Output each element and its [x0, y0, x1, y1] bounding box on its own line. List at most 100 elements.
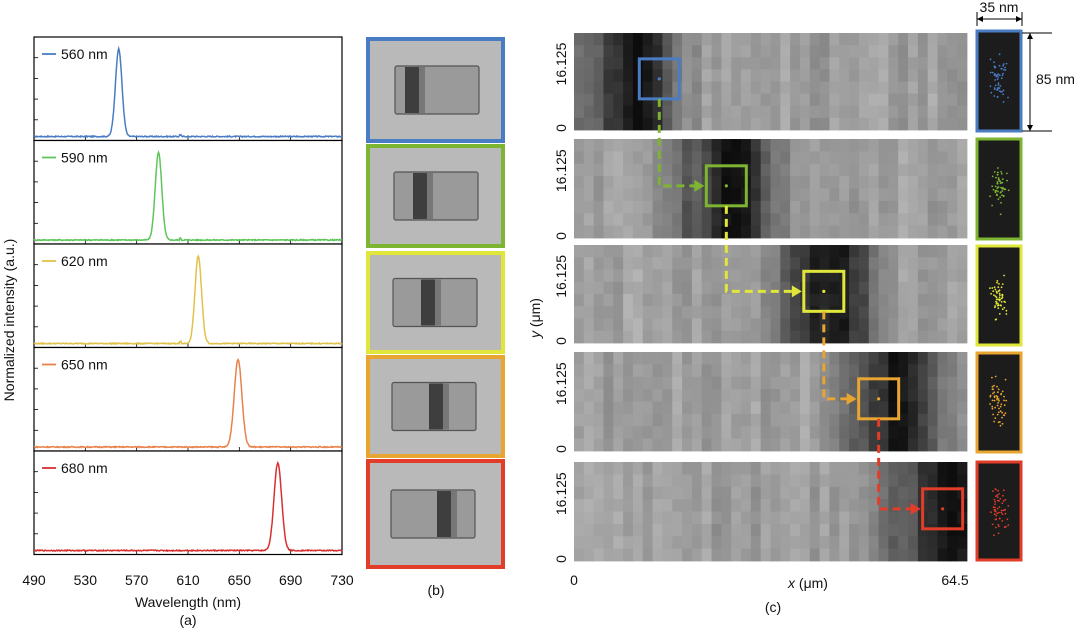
heatmap-cell	[574, 269, 585, 283]
heatmap-cell	[583, 499, 595, 512]
heatmap-cell	[947, 486, 958, 500]
heatmap-cell	[849, 294, 860, 307]
heatmap-cell	[888, 281, 899, 295]
heatmap-cell	[760, 225, 771, 239]
heatmap-cell	[662, 188, 673, 202]
inset-point	[991, 71, 994, 74]
heatmap-cell	[662, 389, 673, 402]
heatmap-cell	[701, 257, 712, 270]
heatmap-cell	[574, 536, 585, 550]
heatmap-cell	[583, 188, 595, 202]
inset-point	[1003, 399, 1005, 402]
micrograph-tile-0	[366, 37, 505, 143]
heatmap-cell	[701, 69, 712, 82]
inset-point	[997, 391, 999, 394]
heatmap-cell	[632, 536, 644, 550]
heatmap-cell	[574, 188, 585, 202]
heatmap-cell	[682, 257, 693, 270]
subplot-frame	[33, 450, 343, 556]
inset-frame	[975, 460, 1023, 562]
heatmap-cell	[632, 117, 644, 131]
heatmap-cell	[790, 523, 801, 537]
heatmap-cell	[957, 117, 968, 131]
heatmap-cell	[868, 401, 879, 415]
heatmap-cell	[613, 281, 624, 295]
heatmap-cell	[711, 93, 722, 107]
heatmap-cell	[799, 438, 811, 452]
heatmap-cell	[613, 306, 624, 319]
heatmap-cell	[957, 163, 968, 177]
heatmap-cell	[809, 281, 821, 295]
heatmap-cell	[780, 376, 791, 390]
heatmap-cell	[701, 511, 712, 525]
inset-point	[994, 406, 996, 409]
heatmap-cell	[839, 163, 850, 177]
heatmap-cell	[917, 151, 929, 165]
heatmap-cell	[741, 33, 752, 46]
inset-point	[995, 395, 998, 397]
heatmap-cell	[957, 269, 968, 283]
heatmap-cell	[603, 523, 614, 537]
inset-point	[992, 388, 994, 391]
heatmap-cell	[868, 389, 879, 402]
heatmap-cell	[623, 69, 634, 82]
heatmap-cell	[613, 401, 624, 415]
inset-point	[997, 73, 1000, 75]
heatmap-cell	[731, 69, 742, 82]
inset-point	[996, 78, 999, 81]
heatmap-cell	[691, 486, 703, 500]
heatmap-cell	[819, 81, 830, 95]
heatmap-cell	[574, 511, 585, 525]
heatmap-cell	[790, 57, 801, 70]
heatmap-cell	[691, 536, 703, 550]
heatmap-cell	[780, 486, 791, 500]
heatmap-cell	[927, 257, 938, 270]
heatmap-cell	[574, 330, 585, 344]
heatmap-cell	[701, 318, 712, 332]
heatmap-cell	[780, 33, 791, 46]
heatmap-cell	[642, 462, 653, 475]
inset-point	[998, 399, 1000, 402]
heatmap-cell	[770, 330, 781, 344]
inset-point	[994, 84, 997, 87]
heatmap-cell	[691, 257, 703, 270]
heatmap-cell	[583, 486, 595, 500]
inset-point	[996, 404, 999, 407]
heatmap-cell	[750, 269, 762, 283]
heatmap-cell	[711, 57, 722, 70]
heatmap-cell	[799, 139, 811, 152]
heatmap-cell	[809, 523, 821, 537]
heatmap-cell	[632, 548, 644, 562]
c-y-tick-0: 0	[553, 124, 569, 132]
heatmap-cell	[721, 93, 732, 107]
heatmap-cell	[878, 306, 889, 319]
inset-point	[993, 498, 996, 501]
heatmap-cell	[642, 117, 653, 131]
heatmap-cell	[691, 306, 703, 319]
heatmap-cell	[868, 176, 879, 189]
heatmap-cell	[908, 536, 919, 550]
heatmap-cell	[691, 281, 703, 295]
heatmap-cell	[809, 81, 821, 95]
heatmap-cell	[574, 117, 585, 131]
heatmap-cell	[839, 318, 850, 332]
heatmap-cell	[672, 281, 683, 295]
heatmap-cell	[780, 105, 791, 119]
arrow-head-4	[910, 502, 921, 515]
inset-point	[1001, 520, 1004, 522]
heatmap-cell	[819, 413, 830, 427]
inset-point	[997, 532, 1000, 535]
heatmap-cell	[780, 389, 791, 402]
heatmap-cell	[898, 151, 909, 165]
heatmap-cell	[652, 117, 663, 131]
heatmap-cell	[908, 33, 919, 46]
heatmap-cell	[574, 306, 585, 319]
heatmap-cell	[819, 257, 830, 270]
heatmap-cell	[898, 81, 909, 95]
heatmap-cell	[799, 474, 811, 488]
panel-a-label: (a)	[179, 612, 196, 628]
heatmap-cell	[957, 294, 968, 307]
heatmap-cell	[927, 81, 938, 95]
heatmap-cell	[613, 117, 624, 131]
heatmap-cell	[613, 486, 624, 500]
